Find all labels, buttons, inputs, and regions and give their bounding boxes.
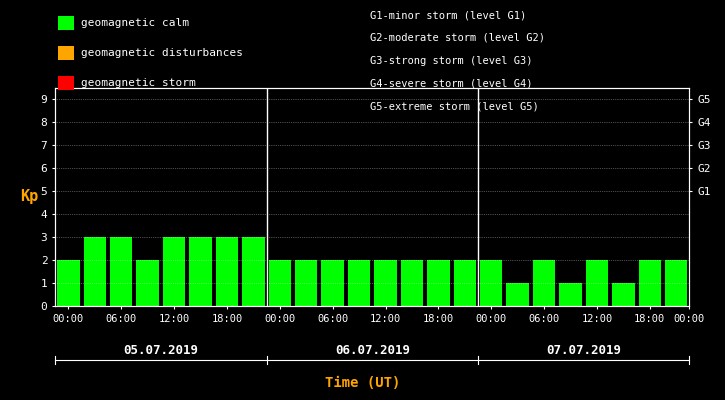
Bar <box>586 260 608 306</box>
Bar <box>163 237 186 306</box>
Bar <box>242 237 265 306</box>
Bar <box>110 237 133 306</box>
Text: 06.07.2019: 06.07.2019 <box>335 344 410 357</box>
Bar <box>136 260 159 306</box>
Text: geomagnetic storm: geomagnetic storm <box>81 78 196 88</box>
Bar <box>321 260 344 306</box>
Bar <box>454 260 476 306</box>
Bar <box>533 260 555 306</box>
Text: G1-minor storm (level G1): G1-minor storm (level G1) <box>370 10 526 20</box>
Bar <box>612 283 634 306</box>
Bar <box>480 260 502 306</box>
Text: G4-severe storm (level G4): G4-severe storm (level G4) <box>370 78 532 88</box>
Y-axis label: Kp: Kp <box>20 190 38 204</box>
Text: geomagnetic disturbances: geomagnetic disturbances <box>81 48 243 58</box>
Text: Time (UT): Time (UT) <box>325 376 400 390</box>
Bar <box>374 260 397 306</box>
Bar <box>268 260 291 306</box>
Bar <box>665 260 687 306</box>
Text: G2-moderate storm (level G2): G2-moderate storm (level G2) <box>370 33 544 43</box>
Text: 05.07.2019: 05.07.2019 <box>123 344 199 357</box>
Text: G5-extreme storm (level G5): G5-extreme storm (level G5) <box>370 101 539 111</box>
Bar <box>401 260 423 306</box>
Bar <box>57 260 80 306</box>
Bar <box>559 283 581 306</box>
Bar <box>215 237 238 306</box>
Bar <box>507 283 529 306</box>
Bar <box>295 260 318 306</box>
Bar <box>427 260 450 306</box>
Bar <box>83 237 106 306</box>
Bar <box>639 260 661 306</box>
Text: geomagnetic calm: geomagnetic calm <box>81 18 189 28</box>
Text: G3-strong storm (level G3): G3-strong storm (level G3) <box>370 56 532 66</box>
Text: 07.07.2019: 07.07.2019 <box>546 344 621 357</box>
Bar <box>348 260 370 306</box>
Bar <box>189 237 212 306</box>
